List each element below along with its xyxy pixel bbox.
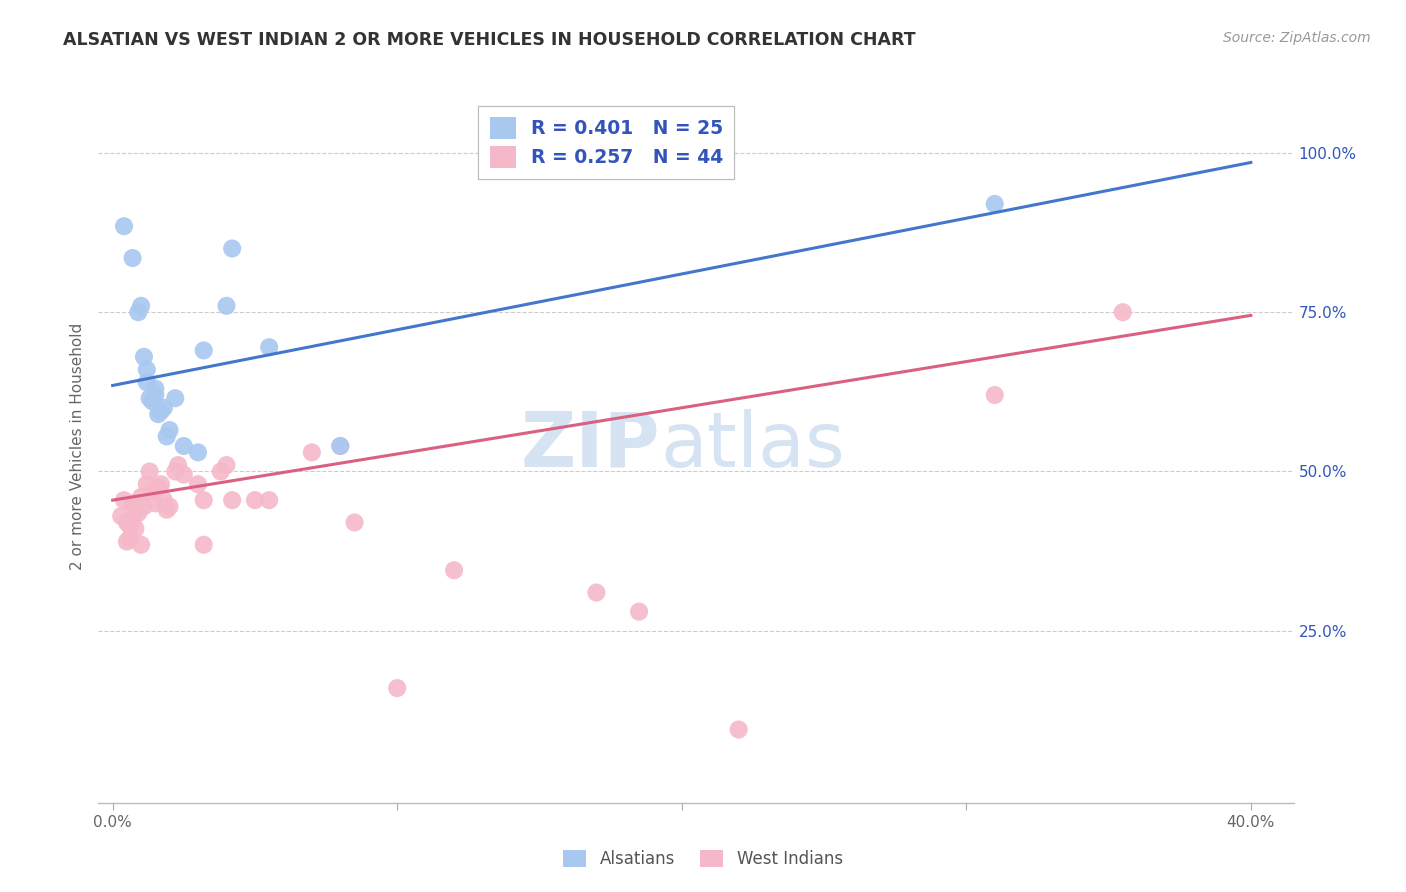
Point: [148, 407, 170, 421]
Point: [257, 493, 280, 508]
Point: [124, 500, 146, 514]
Point: [329, 439, 352, 453]
Point: [153, 493, 176, 508]
Point: [193, 493, 215, 508]
Point: [112, 219, 135, 234]
Point: [148, 480, 170, 494]
Point: [118, 518, 141, 533]
Point: [135, 477, 157, 491]
Point: [129, 299, 152, 313]
Point: [167, 458, 190, 472]
Point: [138, 465, 160, 479]
Point: [165, 465, 187, 479]
Point: [209, 465, 232, 479]
Point: [187, 477, 209, 491]
Legend: Alsatians, West Indians: Alsatians, West Indians: [557, 843, 849, 875]
Point: [443, 563, 465, 577]
Point: [141, 483, 163, 498]
Point: [215, 458, 238, 472]
Point: [132, 500, 155, 514]
Point: [159, 500, 181, 514]
Text: atlas: atlas: [661, 409, 845, 483]
Point: [143, 382, 166, 396]
Point: [329, 439, 352, 453]
Point: [585, 585, 607, 599]
Point: [193, 538, 215, 552]
Point: [173, 467, 195, 482]
Point: [165, 391, 187, 405]
Point: [173, 439, 195, 453]
Point: [121, 512, 143, 526]
Point: [385, 681, 409, 695]
Point: [243, 493, 266, 508]
Point: [150, 477, 173, 491]
Y-axis label: 2 or more Vehicles in Household: 2 or more Vehicles in Household: [70, 322, 86, 570]
Point: [153, 401, 176, 415]
Point: [984, 197, 1007, 211]
Point: [159, 423, 181, 437]
Point: [156, 502, 179, 516]
Point: [121, 496, 143, 510]
Text: Source: ZipAtlas.com: Source: ZipAtlas.com: [1223, 31, 1371, 45]
Point: [343, 516, 366, 530]
Point: [301, 445, 323, 459]
Point: [221, 493, 243, 508]
Point: [141, 394, 163, 409]
Point: [727, 723, 749, 737]
Point: [1112, 305, 1135, 319]
Point: [115, 534, 138, 549]
Point: [110, 509, 132, 524]
Point: [115, 516, 138, 530]
Point: [628, 605, 651, 619]
Point: [150, 404, 173, 418]
Point: [143, 496, 166, 510]
Point: [127, 305, 149, 319]
Point: [187, 445, 209, 459]
Point: [257, 340, 280, 354]
Point: [193, 343, 215, 358]
Point: [112, 493, 135, 508]
Point: [135, 376, 157, 390]
Point: [121, 251, 143, 265]
Text: ZIP: ZIP: [520, 409, 661, 483]
Legend: R = 0.401   N = 25, R = 0.257   N = 44: R = 0.401 N = 25, R = 0.257 N = 44: [478, 106, 734, 179]
Point: [221, 242, 243, 256]
Text: ALSATIAN VS WEST INDIAN 2 OR MORE VEHICLES IN HOUSEHOLD CORRELATION CHART: ALSATIAN VS WEST INDIAN 2 OR MORE VEHICL…: [63, 31, 915, 49]
Point: [138, 391, 160, 405]
Point: [118, 532, 141, 546]
Point: [127, 506, 149, 520]
Point: [143, 388, 166, 402]
Point: [129, 538, 152, 552]
Point: [215, 299, 238, 313]
Point: [129, 490, 152, 504]
Point: [135, 362, 157, 376]
Point: [984, 388, 1007, 402]
Point: [132, 350, 155, 364]
Point: [124, 522, 146, 536]
Point: [156, 429, 179, 443]
